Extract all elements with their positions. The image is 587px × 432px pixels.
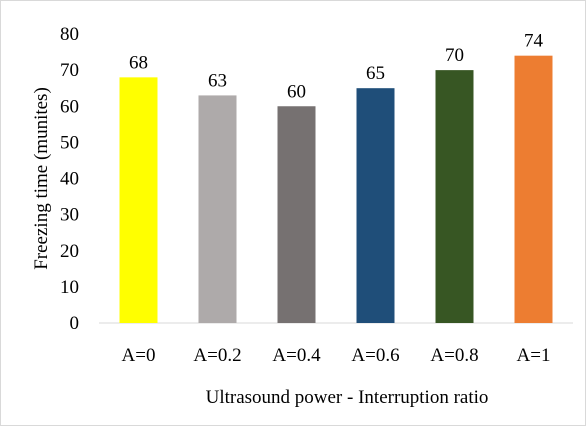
y-tick-label: 20 [60,241,79,262]
y-tick-label: 40 [60,169,79,190]
bars [119,55,553,324]
y-tick-label: 50 [60,132,79,153]
bar [514,55,553,324]
x-category-label: A=0.2 [193,345,241,366]
x-category-label: A=1 [517,345,551,366]
y-tick-label: 30 [60,205,79,226]
bar [277,106,316,323]
data-label: 70 [445,45,464,66]
bar [119,77,158,323]
x-category-label: A=0 [122,345,156,366]
data-label: 65 [366,63,385,84]
data-labels: 68 63 60 65 70 74 [129,31,544,103]
y-tick-label: 60 [60,96,79,117]
bar [356,88,395,323]
x-category-label: A=0.8 [430,345,478,366]
x-category-label: A=0.6 [351,345,399,366]
y-tick-label: 10 [60,277,79,298]
y-tick-label: 0 [70,313,80,334]
x-category-label: A=0.4 [272,345,321,366]
data-label: 60 [287,81,306,102]
x-axis-title: Ultrasound power - Interruption ratio [206,387,489,408]
data-label: 68 [129,52,148,73]
y-tick-label: 70 [60,60,79,81]
y-tick-label: 80 [60,24,79,45]
data-label: 74 [524,31,544,52]
x-axis-categories: A=0 A=0.2 A=0.4 A=0.6 A=0.8 A=1 [122,345,551,366]
bar [435,70,474,323]
y-axis-title: Freezing time (munites) [31,87,52,270]
bar [198,95,237,323]
data-label: 63 [208,70,227,91]
y-axis-ticks: 0 10 20 30 40 50 60 70 80 [60,24,79,334]
